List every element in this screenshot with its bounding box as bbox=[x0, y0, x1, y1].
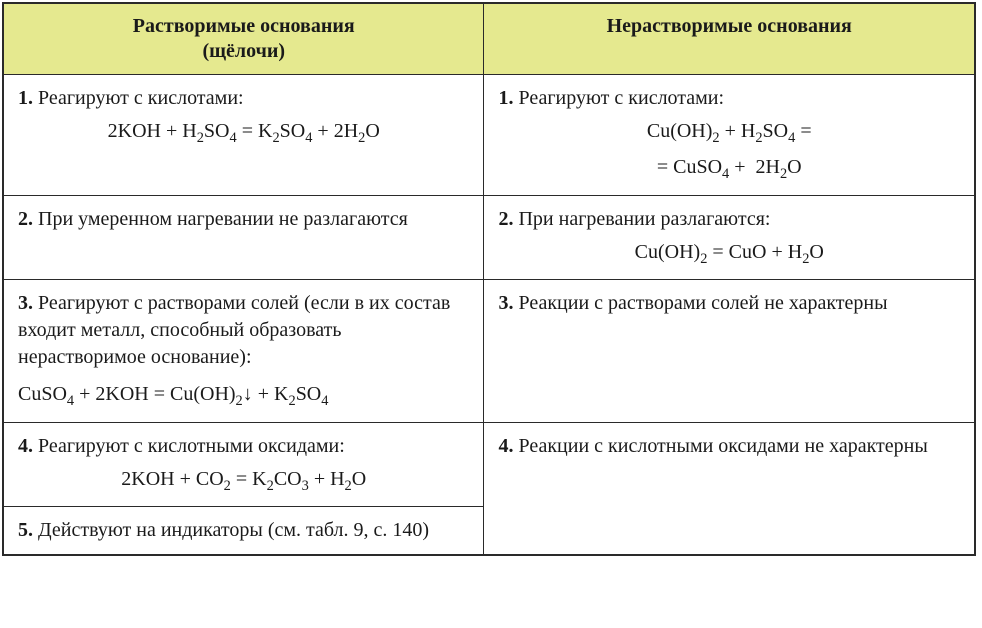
header-insoluble: Нерастворимые основания bbox=[484, 3, 975, 75]
cell-left-1: 1. Реагируют с кислотами: 2KOH + H2SO4 =… bbox=[3, 75, 484, 196]
cell-left-2: 2. При умеренном нагревании не разлагают… bbox=[3, 195, 484, 279]
equation: = CuSO4 + 2H2O bbox=[498, 154, 960, 184]
row-text: Реагируют с растворами солей (если в их … bbox=[18, 292, 450, 368]
cell-right-1: 1. Реагируют с кислотами: Cu(OH)2 + H2SO… bbox=[484, 75, 975, 196]
row-text: При умеренном нагревании не разлагаются bbox=[38, 208, 408, 230]
row-num: 4. bbox=[18, 435, 33, 457]
row-text: При нагревании разлагаются: bbox=[518, 208, 770, 230]
row-num: 3. bbox=[498, 292, 513, 314]
table-row: 3. Реагируют с растворами солей (если в … bbox=[3, 280, 975, 422]
header-soluble: Растворимые основания (щёлочи) bbox=[3, 3, 484, 75]
cell-right-4: 4. Реакции с кислотными оксидами не хара… bbox=[484, 422, 975, 555]
row-text: Реагируют с кислотными оксидами: bbox=[38, 435, 345, 457]
cell-left-4: 4. Реагируют с кислотными оксидами: 2KOH… bbox=[3, 422, 484, 506]
equation: CuSO4 + 2KOH = Cu(OH)2↓ + K2SO4 bbox=[18, 381, 469, 411]
equation: 2KOH + H2SO4 = K2SO4 + 2H2O bbox=[18, 118, 469, 148]
row-num: 2. bbox=[498, 208, 513, 230]
row-num: 4. bbox=[498, 435, 513, 457]
comparison-table: Растворимые основания (щёлочи) Нераствор… bbox=[2, 2, 976, 556]
equation: Cu(OH)2 = CuO + H2O bbox=[498, 239, 960, 269]
table-row: 1. Реагируют с кислотами: 2KOH + H2SO4 =… bbox=[3, 75, 975, 196]
table-row: 4. Реагируют с кислотными оксидами: 2KOH… bbox=[3, 422, 975, 506]
row-num: 1. bbox=[18, 87, 33, 109]
cell-left-5: 5. Действуют на индикаторы (см. табл. 9,… bbox=[3, 507, 484, 556]
table-row: 2. При умеренном нагревании не разлагают… bbox=[3, 195, 975, 279]
cell-left-3: 3. Реагируют с растворами солей (если в … bbox=[3, 280, 484, 422]
header-soluble-line2: (щёлочи) bbox=[202, 40, 285, 62]
equation: Cu(OH)2 + H2SO4 = bbox=[498, 118, 960, 148]
equation: 2KOH + CO2 = K2CO3 + H2O bbox=[18, 466, 469, 496]
header-soluble-line1: Растворимые основания bbox=[133, 15, 355, 37]
row-num: 1. bbox=[498, 87, 513, 109]
row-num: 2. bbox=[18, 208, 33, 230]
row-num: 5. bbox=[18, 519, 33, 541]
row-text: Реакции с кислотными оксидами не характе… bbox=[518, 435, 927, 457]
row-text: Реагируют с кислотами: bbox=[38, 87, 244, 109]
cell-right-2: 2. При нагревании разлагаются: Cu(OH)2 =… bbox=[484, 195, 975, 279]
table-header-row: Растворимые основания (щёлочи) Нераствор… bbox=[3, 3, 975, 75]
row-num: 3. bbox=[18, 292, 33, 314]
header-insoluble-line1: Нерастворимые основания bbox=[607, 15, 852, 37]
row-text: Действуют на индикаторы (см. табл. 9, с.… bbox=[38, 519, 429, 541]
row-text: Реагируют с кислотами: bbox=[518, 87, 724, 109]
row-text: Реакции с растворами солей не характерны bbox=[518, 292, 887, 314]
cell-right-3: 3. Реакции с растворами солей не характе… bbox=[484, 280, 975, 422]
